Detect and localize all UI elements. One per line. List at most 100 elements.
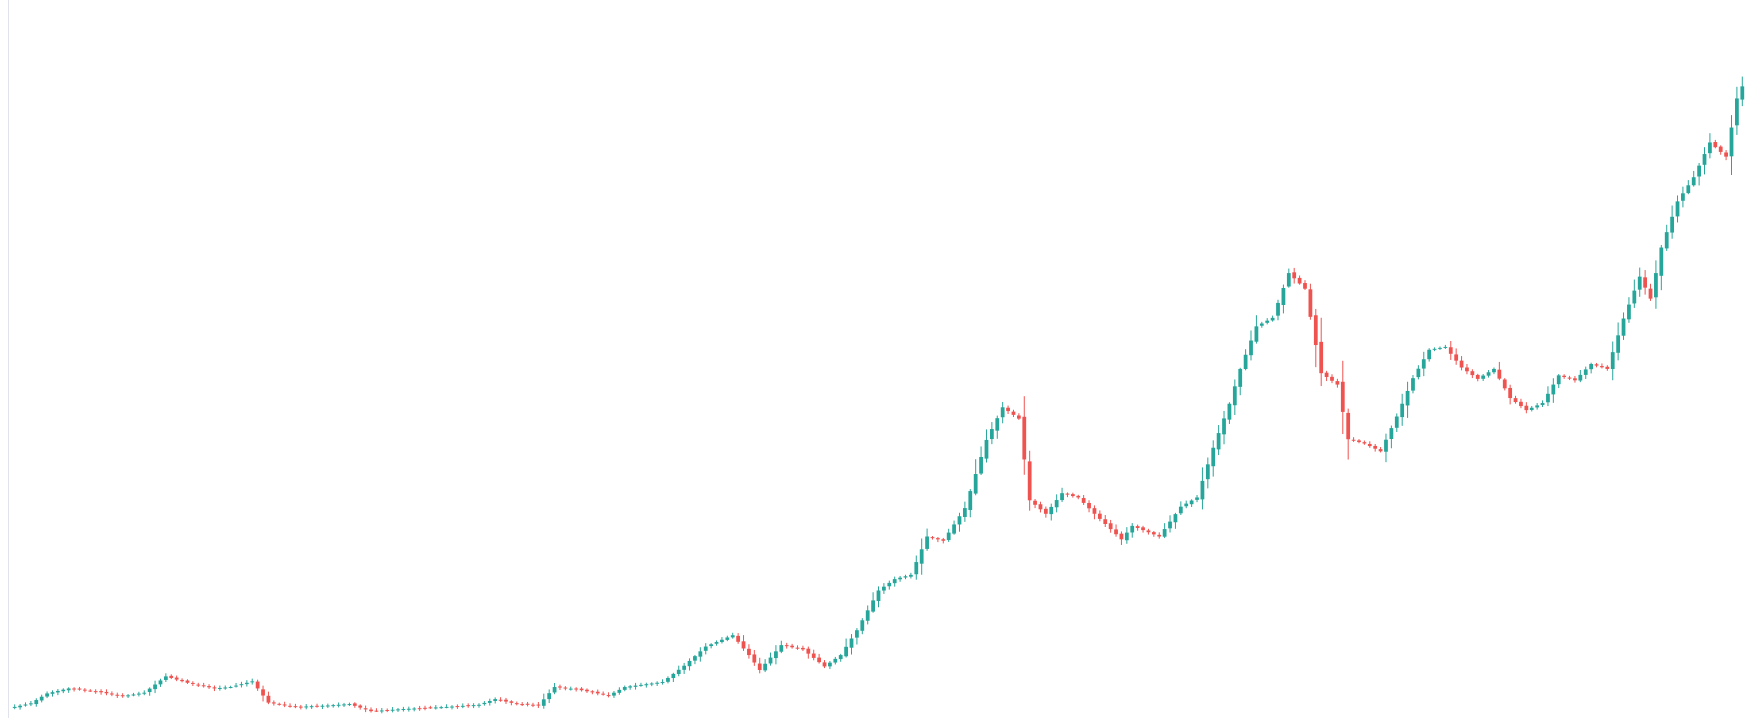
candle-body: [142, 692, 147, 694]
candle-body: [768, 657, 773, 664]
candle-body: [1270, 317, 1275, 321]
candle-body: [406, 708, 411, 710]
candle-body: [1211, 447, 1216, 467]
candle-body: [315, 705, 319, 707]
candle-body: [1178, 506, 1183, 514]
candle-body: [968, 491, 973, 510]
candle-body: [563, 687, 568, 689]
candle-body: [790, 645, 795, 648]
candle-body: [833, 658, 838, 663]
candle-body: [784, 645, 789, 647]
candle-body: [1151, 532, 1156, 535]
candle-body: [115, 694, 120, 696]
candle-body: [811, 653, 816, 658]
candle-body: [558, 686, 562, 688]
candle-body: [293, 706, 298, 708]
candle-body: [482, 702, 487, 705]
candle-body: [266, 695, 271, 703]
candle-body: [244, 682, 249, 685]
candle-body: [1238, 368, 1243, 387]
candle-body: [169, 675, 174, 678]
candle-body: [1135, 526, 1140, 528]
candle-body: [1362, 442, 1367, 444]
candle-body: [552, 687, 557, 693]
candle-body: [1357, 440, 1361, 443]
candle-body: [989, 429, 994, 440]
candle-body: [1146, 530, 1151, 533]
candle-body: [1259, 323, 1264, 326]
candle-body: [369, 709, 373, 712]
candle-body: [1616, 335, 1621, 353]
candle-body: [525, 703, 530, 705]
candle-body: [396, 709, 400, 711]
candle-body: [18, 705, 22, 708]
candle-body: [163, 676, 168, 680]
candle-body: [1308, 289, 1313, 317]
candle-body: [595, 691, 600, 694]
candle-body: [606, 695, 611, 697]
candle-body: [347, 704, 352, 706]
candle-body: [1697, 165, 1701, 177]
candle-body: [649, 683, 654, 685]
candle-body: [1006, 407, 1010, 412]
candle-body: [444, 706, 449, 708]
candle-body: [1594, 364, 1599, 366]
candle-body: [817, 657, 821, 663]
candle-body: [412, 708, 417, 710]
candle-body: [601, 693, 606, 695]
candles-group: [12, 76, 1745, 714]
candle-body: [1076, 495, 1081, 498]
candle-body: [1060, 493, 1064, 501]
candle-body: [29, 703, 33, 705]
candle-body: [633, 685, 638, 687]
candle-body: [882, 586, 886, 591]
candle-body: [806, 648, 811, 654]
candle-body: [1141, 527, 1145, 531]
candle-body: [255, 681, 260, 689]
candle-body: [871, 600, 875, 612]
candle-body: [1681, 193, 1685, 201]
candle-body: [1567, 377, 1572, 379]
candle-body: [433, 707, 438, 709]
candle-body: [1713, 142, 1718, 148]
candle-body: [919, 549, 924, 564]
candle-body: [520, 704, 525, 706]
candle-body: [1054, 500, 1059, 508]
candle-body: [1497, 369, 1502, 379]
candle-body: [331, 705, 336, 707]
candle-body: [1168, 521, 1172, 529]
candle-body: [1421, 359, 1426, 369]
candle-body: [1346, 412, 1351, 440]
candle-body: [180, 679, 184, 682]
candle-body: [585, 689, 589, 692]
candle-body: [984, 439, 989, 459]
candle-body: [1432, 348, 1437, 350]
candle-body: [666, 677, 670, 682]
candle-body: [509, 701, 514, 703]
candle-body: [838, 655, 843, 660]
candle-body: [822, 662, 827, 667]
candle-body: [1281, 288, 1286, 305]
candle-body: [223, 687, 228, 689]
candle-body: [1508, 387, 1513, 399]
candle-body: [1502, 379, 1507, 389]
candle-body: [309, 706, 314, 708]
candle-body: [1173, 514, 1178, 523]
candle-body: [1022, 416, 1027, 460]
candle-body: [730, 635, 735, 638]
candle-body: [185, 680, 190, 683]
candle-body: [1524, 405, 1529, 411]
candle-body: [844, 646, 848, 657]
candle-body: [455, 706, 460, 708]
candle-body: [903, 576, 908, 578]
candle-body: [1097, 513, 1102, 519]
candle-body: [56, 690, 60, 693]
candle-body: [1405, 390, 1410, 406]
candle-body: [671, 673, 676, 679]
candle-body: [99, 691, 103, 693]
candle-body: [1583, 369, 1588, 375]
candle-body: [325, 705, 330, 707]
candle-body: [23, 704, 28, 706]
candle-body: [865, 610, 870, 621]
candle-body: [644, 684, 649, 686]
